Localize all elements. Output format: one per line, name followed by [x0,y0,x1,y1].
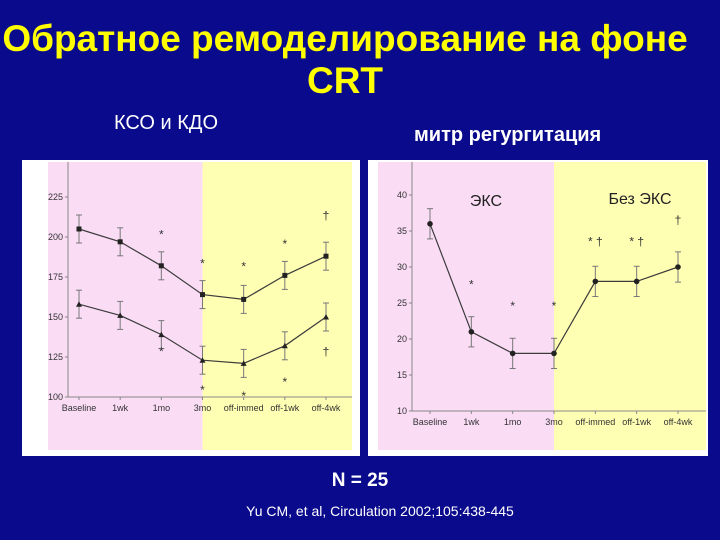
data-point [158,263,164,269]
y-tick-label: 40 [397,190,407,200]
significance-marker: * [282,237,287,251]
data-point [76,301,82,307]
y-tick-label: 225 [48,192,63,202]
x-tick-label: off-4wk [312,403,341,413]
x-tick-label: 1wk [463,417,480,427]
mitral-regurgitation-chart: 10 15 20 25 30 35 40 Baseline 1wk 1mo 3mo off-immed… [378,162,706,450]
x-tick-label: off-1wk [622,417,651,427]
data-point [551,350,557,357]
data-point [200,292,205,298]
significance-marker: † [323,208,330,222]
data-point [509,350,516,357]
data-point [592,278,599,285]
y-tick-label: 35 [397,226,407,236]
x-tick-label: Baseline [413,417,448,427]
y-tick-label: 10 [397,406,407,416]
right-chart-label: митр регургитация [414,124,602,146]
data-point [281,342,288,349]
data-point [427,221,433,227]
x-tick-label: off-1wk [270,403,299,413]
y-tick-label: 20 [397,334,407,344]
data-point [241,296,247,302]
sample-size-label: N = 25 [331,470,389,491]
data-point [76,226,82,232]
slide-title: Обратное ремоделирование на фоне CRT [2,18,688,101]
significance-marker: * † [629,234,644,248]
significance-marker: * [159,228,164,242]
x-tick-label: 1mo [504,417,522,427]
yellow-region [202,162,352,450]
data-point [199,357,206,363]
significance-marker: † [675,213,682,227]
significance-marker: * [510,299,515,313]
x-tick-label: 1wk [112,403,129,413]
significance-marker: * [282,375,287,389]
volumes-chart-panel: 100 125 150 175 200 225 Baseline 1wk 1mo 3mo off-i… [22,160,360,456]
data-point [158,331,165,338]
data-point [240,360,247,366]
x-tick-label: 3mo [545,417,563,427]
left-chart-label: КСО и КДО [114,112,219,134]
significance-marker: * [241,260,246,274]
significance-marker: * [552,299,557,313]
significance-marker: † [323,344,330,358]
yellow-region [554,162,706,450]
significance-marker: * [200,383,205,397]
data-point [323,253,329,259]
x-tick-label: off-4wk [664,417,693,427]
citation: Yu CM, et al, Circulation 2002;105:438-4… [246,503,514,519]
significance-marker: * † [588,234,603,248]
x-tick-label: off-immed [575,417,615,427]
significance-marker: * [469,278,474,292]
volumes-chart: 100 125 150 175 200 225 Baseline 1wk 1mo 3mo off-i… [48,162,352,450]
data-point [323,314,329,320]
data-point [468,329,475,335]
x-tick-label: Baseline [62,403,97,413]
y-tick-label: 175 [48,272,63,282]
data-point [117,312,124,318]
y-tick-label: 30 [397,262,407,272]
y-tick-label: 25 [397,298,407,308]
x-tick-label: 3mo [194,403,212,413]
data-point [633,278,640,285]
pink-region [378,162,554,450]
y-tick-label: 200 [48,232,63,242]
x-tick-label: off-immed [224,403,264,413]
significance-marker: * [241,389,246,403]
pink-region [48,162,203,450]
data-point [675,264,681,270]
y-tick-label: 100 [48,392,63,402]
significance-marker: * [159,344,164,358]
significance-marker: * [200,256,205,270]
region-label-pacing: ЭКС [470,193,502,210]
region-label-no-pacing: Без ЭКС [608,191,671,208]
mitral-regurgitation-chart-panel: 10 15 20 25 30 35 40 Baseline 1wk 1mo 3mo off-immed… [368,160,708,456]
data-point [117,239,123,245]
x-tick-label: 1mo [153,403,171,413]
y-tick-label: 125 [48,352,63,362]
data-point [282,272,288,278]
y-tick-label: 150 [48,312,63,322]
y-tick-label: 15 [397,370,407,380]
